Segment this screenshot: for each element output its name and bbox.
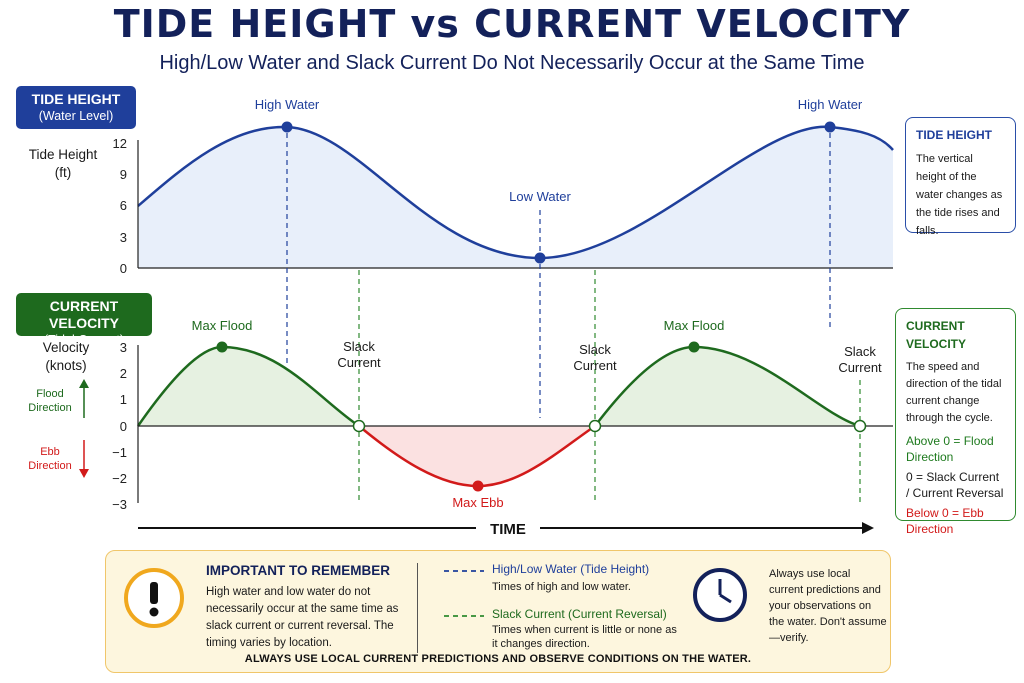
note-text: High water and low water do not necessar… [206, 586, 399, 649]
legend-green-desc: Times when current is little or none as … [492, 624, 677, 650]
slack-label-2-line1: Slack [579, 342, 611, 357]
legend-blue-desc: Times of high and low water. [492, 581, 631, 593]
current-velocity-badge: CURRENT VELOCITY (Tidal Current) [16, 293, 152, 347]
tide-axis-label-line2: (ft) [54, 165, 72, 180]
tide-area-fill [138, 126, 893, 268]
velocity-tick-label: −3 [112, 497, 127, 512]
advice-text: Always use local current predictions and… [769, 568, 887, 644]
ebb-area-fill [359, 426, 595, 486]
velocity-tick-label: 1 [120, 392, 127, 407]
tide-height-badge: TIDE HEIGHT (Water Level) [16, 86, 136, 129]
velocity-tick-label: 2 [120, 366, 127, 381]
tide-tick-label: 3 [120, 230, 127, 245]
velocity-box-heading: CURRENT VELOCITY [906, 319, 967, 351]
tide-badge-title: TIDE HEIGHT [31, 91, 121, 107]
time-axis-label: TIME [490, 521, 526, 538]
velocity-box-below: Below 0 = Ebb Direction [906, 506, 984, 536]
low-water-label: Low Water [509, 189, 571, 204]
velocity-tick-label: −2 [112, 471, 127, 486]
velocity-tick-label: −1 [112, 445, 127, 460]
legend-blue-title: High/Low Water (Tide Height) [492, 562, 650, 576]
max-ebb-label: Max Ebb [452, 495, 503, 510]
high-water-marker-1 [281, 121, 293, 133]
tide-box-text: The vertical height of the water changes… [916, 153, 1003, 237]
page-subtitle: High/Low Water and Slack Current Do Not … [159, 52, 865, 74]
current-velocity-info-box: CURRENT VELOCITY The speed and direction… [895, 308, 1016, 536]
slack-marker-1 [352, 419, 366, 433]
time-arrow-icon [862, 522, 874, 534]
ebb-arrow-icon [79, 440, 89, 478]
ebb-direction-line2: Direction [28, 460, 71, 472]
high-water-marker-2 [824, 121, 836, 133]
note-heading: IMPORTANT TO REMEMBER [206, 563, 390, 578]
note-divider [417, 563, 418, 653]
flood-direction-line1: Flood [36, 388, 64, 400]
tide-badge-subtitle: (Water Level) [38, 109, 114, 123]
slack-marker-3 [853, 419, 867, 433]
max-flood-marker-2 [688, 341, 700, 353]
high-water-label-1: High Water [255, 97, 320, 112]
page-title: TIDE HEIGHT vs CURRENT VELOCITY [113, 2, 911, 46]
flood-area-fill-2 [595, 347, 860, 426]
flood-direction-line2: Direction [28, 402, 71, 414]
velocity-box-zero: 0 = Slack Current / Current Reversal [906, 470, 1004, 500]
slack-label-3-line2: Current [838, 360, 882, 375]
low-water-marker [534, 252, 546, 264]
velocity-axis-label: Velocity (knots) [26, 339, 106, 375]
flood-area-fill-1 [138, 347, 359, 426]
high-water-label-2: High Water [798, 97, 863, 112]
tide-height-info-box: TIDE HEIGHT The vertical height of the w… [905, 117, 1016, 237]
slack-marker-2 [588, 419, 602, 433]
footer-note: ALWAYS USE LOCAL CURRENT PREDICTIONS AND… [244, 653, 752, 665]
slack-label-1-line1: Slack [343, 339, 375, 354]
warning-icon [124, 568, 184, 628]
legend-green-title: Slack Current (Current Reversal) [492, 607, 667, 621]
clock-icon [693, 568, 747, 622]
velocity-axis-label-line2: (knots) [45, 358, 87, 373]
max-flood-label-1: Max Flood [192, 318, 253, 333]
max-flood-label-2: Max Flood [664, 318, 725, 333]
velocity-box-above: Above 0 = Flood Direction [906, 434, 994, 464]
flood-curve-2 [594, 345, 861, 428]
important-note-panel: IMPORTANT TO REMEMBER High water and low… [105, 550, 891, 673]
tide-tick-label: 9 [120, 167, 127, 182]
velocity-badge-subtitle: (Tidal Current) [43, 333, 125, 347]
tide-axis-label: Tide Height (ft) [20, 146, 106, 182]
tide-tick-label: 12 [113, 136, 127, 151]
velocity-axis-label-line1: Velocity [42, 340, 90, 355]
slack-label-1-line2: Current [337, 355, 381, 370]
slack-label-3-line1: Slack [844, 344, 876, 359]
blue-dashed-legend-icon [444, 570, 484, 572]
green-dashed-legend-icon [444, 615, 484, 617]
tide-axis-label-line1: Tide Height [28, 147, 98, 162]
velocity-tick-label: 0 [120, 419, 127, 434]
max-ebb-marker [472, 480, 484, 492]
velocity-badge-title: CURRENT VELOCITY [48, 298, 119, 331]
velocity-tick-label: 3 [120, 340, 127, 355]
slack-label-2-line2: Current [573, 358, 617, 373]
tide-tick-label: 0 [120, 261, 127, 276]
flood-arrow-icon [79, 379, 89, 418]
tide-tick-label: 6 [120, 198, 127, 213]
ebb-direction-line1: Ebb [40, 446, 60, 458]
tide-box-heading: TIDE HEIGHT [916, 128, 993, 142]
velocity-box-text: The speed and direction of the tidal cur… [906, 361, 1002, 424]
max-flood-marker-1 [216, 341, 228, 353]
